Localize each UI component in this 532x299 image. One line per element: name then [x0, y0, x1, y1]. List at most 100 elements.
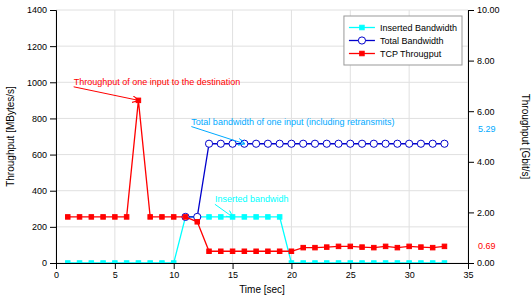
annotation: Inserted bandwidh: [215, 194, 289, 204]
tick-label: 4.00: [477, 157, 495, 167]
legend-label: TCP Througput: [380, 49, 442, 59]
tick-mark: [468, 162, 474, 163]
point: [89, 261, 94, 263]
tick: 1400: [27, 5, 56, 15]
tick: 6.00: [468, 107, 495, 117]
point: [136, 261, 141, 263]
tick-label: 30: [405, 270, 415, 280]
point: [66, 215, 71, 220]
point: [148, 261, 153, 263]
point: [207, 215, 212, 220]
grid: [56, 10, 468, 263]
legend-box: [344, 16, 462, 65]
tick: 10.00: [468, 5, 500, 15]
series-line: [68, 100, 445, 251]
point: [324, 261, 329, 263]
point: [430, 261, 435, 263]
axis-value-label: 5.29: [478, 124, 496, 134]
tick-mark: [468, 61, 474, 62]
grid-line: [56, 10, 468, 11]
tick: 1200: [27, 42, 56, 52]
point: [113, 215, 118, 220]
tick: 0: [42, 258, 56, 268]
tick-mark: [468, 10, 474, 11]
tick: 2.00: [468, 208, 495, 218]
grid-line: [56, 154, 468, 155]
marks: [66, 98, 449, 263]
tick: 25: [346, 263, 356, 280]
tick-mark: [50, 263, 56, 264]
tick: 400: [32, 186, 56, 196]
point: [301, 261, 306, 263]
legend-label: Total Bandwidth: [380, 36, 444, 46]
point: [358, 140, 365, 147]
tick-label: 25: [346, 270, 356, 280]
point: [289, 249, 294, 254]
point: [124, 215, 129, 220]
point: [266, 249, 271, 254]
annotation-arrow: [191, 127, 244, 144]
tick-label: 0.00: [477, 258, 495, 268]
tick-mark: [468, 263, 474, 264]
tick-mark: [350, 263, 351, 269]
point: [372, 261, 377, 263]
point: [148, 215, 153, 220]
plot-area: 0510152025303502004006008001000120014000…: [5, 5, 531, 295]
point: [183, 215, 188, 220]
point: [347, 140, 354, 147]
tick: 1000: [27, 78, 56, 88]
tick-label: 0: [54, 270, 59, 280]
tick-label: 200: [32, 222, 47, 232]
point: [77, 215, 82, 220]
x-axis-title: Time [sec]: [239, 284, 285, 295]
tick-mark: [409, 263, 410, 269]
point: [171, 215, 176, 220]
point: [372, 245, 377, 250]
tick-label: 400: [32, 186, 47, 196]
point: [360, 245, 365, 250]
tick-label: 5: [113, 270, 118, 280]
point: [313, 261, 318, 263]
tick-mark: [50, 227, 56, 228]
tick: 35: [463, 263, 473, 280]
axis-line: [50, 11, 57, 264]
tick-mark: [50, 10, 56, 11]
point: [195, 220, 200, 225]
point: [394, 140, 401, 147]
point: [205, 140, 212, 147]
tick-label: 0: [42, 258, 47, 268]
grid-line: [114, 10, 115, 263]
point: [217, 140, 224, 147]
axis: 0200400600800100012001400: [27, 5, 57, 268]
tick-label: 800: [32, 114, 47, 124]
point: [382, 140, 389, 147]
point: [124, 261, 129, 263]
point: [230, 249, 235, 254]
point: [254, 249, 259, 254]
tick-label: 10: [169, 270, 179, 280]
series-markers: [66, 98, 447, 253]
tick-label: 35: [463, 270, 473, 280]
point: [442, 244, 447, 249]
tick-label: 15: [228, 270, 238, 280]
tick: 0: [54, 263, 59, 280]
tick-mark: [50, 46, 56, 47]
tick-mark: [50, 155, 56, 156]
legend-item: Total Bandwidth: [349, 36, 444, 46]
tick: 800: [32, 114, 56, 124]
legend-marker: [358, 37, 365, 44]
point: [395, 245, 400, 250]
axis: 05101520253035: [54, 263, 474, 280]
axis-line: [469, 11, 475, 264]
point: [348, 244, 353, 249]
point: [288, 140, 295, 147]
point: [323, 140, 330, 147]
point: [101, 215, 106, 220]
point: [101, 261, 106, 263]
legend-label: Inserted Bandwidth: [380, 23, 457, 33]
point: [407, 261, 412, 263]
tick: 0.00: [468, 258, 495, 268]
point: [430, 245, 435, 250]
point: [417, 140, 424, 147]
point: [160, 261, 165, 263]
